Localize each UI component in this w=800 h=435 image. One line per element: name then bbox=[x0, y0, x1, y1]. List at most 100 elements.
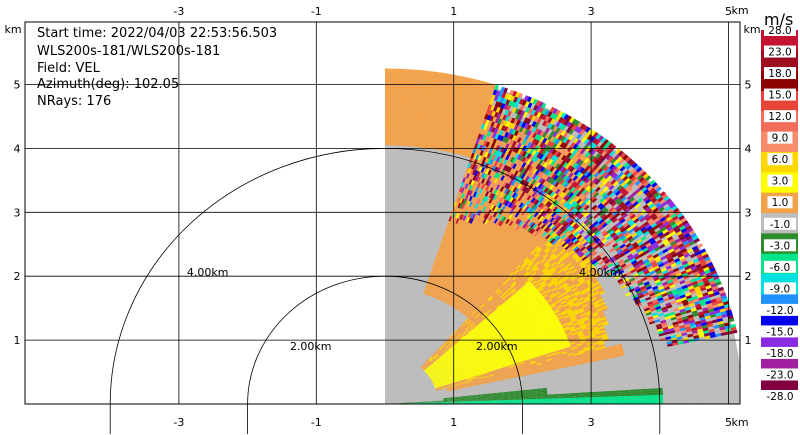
velocity-gate bbox=[453, 391, 459, 393]
velocity-gate bbox=[550, 324, 556, 329]
velocity-gate bbox=[574, 387, 581, 390]
velocity-gate bbox=[513, 388, 520, 390]
velocity-gate bbox=[618, 384, 624, 387]
velocity-gate bbox=[580, 395, 587, 398]
velocity-gate bbox=[421, 401, 427, 403]
velocity-gate bbox=[585, 385, 591, 388]
velocity-gate bbox=[724, 306, 732, 311]
velocity-gate bbox=[448, 394, 454, 396]
velocity-gate bbox=[578, 335, 585, 339]
velocity-gate bbox=[591, 398, 598, 401]
velocity-gate bbox=[468, 382, 474, 385]
velocity-gate bbox=[644, 370, 651, 374]
velocity-gate bbox=[533, 371, 539, 374]
velocity-gate bbox=[663, 272, 670, 277]
velocity-gate bbox=[451, 385, 458, 387]
velocity-gate bbox=[648, 303, 655, 308]
velocity-gate bbox=[514, 400, 521, 402]
velocity-gate bbox=[684, 292, 691, 297]
velocity-gate bbox=[646, 399, 653, 402]
velocity-gate bbox=[705, 300, 712, 305]
velocity-gate bbox=[517, 378, 524, 381]
velocity-gate bbox=[642, 290, 649, 295]
velocity-gate bbox=[598, 300, 605, 305]
velocity-gate bbox=[498, 369, 504, 372]
velocity-gate bbox=[514, 390, 520, 393]
velocity-gate bbox=[520, 398, 526, 400]
velocity-gate bbox=[669, 311, 676, 316]
velocity-gate bbox=[567, 352, 574, 356]
velocity-gate bbox=[708, 308, 715, 313]
velocity-gate bbox=[434, 384, 440, 387]
velocity-gate bbox=[534, 380, 541, 383]
velocity-gate bbox=[730, 326, 737, 331]
velocity-gate bbox=[466, 362, 472, 366]
velocity-gate bbox=[530, 388, 537, 391]
velocity-gate bbox=[432, 400, 438, 401]
velocity-gate bbox=[481, 391, 487, 393]
velocity-gate bbox=[690, 349, 697, 353]
velocity-gate bbox=[457, 368, 463, 372]
velocity-gate bbox=[595, 350, 602, 354]
velocity-gate bbox=[426, 398, 432, 400]
velocity-gate bbox=[628, 372, 634, 376]
velocity-gate bbox=[672, 372, 678, 376]
velocity-gate bbox=[481, 399, 488, 401]
velocity-gate bbox=[513, 347, 519, 351]
velocity-gate bbox=[711, 301, 718, 306]
velocity-gate bbox=[440, 385, 446, 388]
velocity-gate bbox=[579, 311, 586, 315]
velocity-gate bbox=[511, 374, 517, 377]
velocity-gate bbox=[525, 336, 532, 340]
velocity-gate bbox=[492, 368, 498, 371]
velocity-gate bbox=[597, 324, 604, 328]
velocity-gate bbox=[695, 385, 702, 389]
velocity-gate bbox=[486, 389, 492, 392]
velocity-gate bbox=[445, 383, 451, 386]
velocity-gate bbox=[549, 335, 556, 339]
velocity-gate bbox=[595, 375, 601, 378]
velocity-gate bbox=[634, 376, 640, 380]
velocity-gate bbox=[434, 383, 440, 386]
velocity-gate bbox=[489, 378, 496, 381]
velocity-gate bbox=[491, 366, 498, 369]
velocity-gate bbox=[492, 355, 499, 359]
velocity-gate bbox=[529, 360, 536, 363]
velocity-gate bbox=[578, 351, 585, 355]
velocity-gate bbox=[506, 376, 512, 379]
velocity-gate bbox=[474, 387, 481, 389]
velocity-gate bbox=[523, 358, 530, 361]
velocity-gate bbox=[567, 351, 573, 355]
velocity-gate bbox=[672, 321, 679, 326]
velocity-gate bbox=[542, 346, 548, 350]
velocity-gate bbox=[448, 394, 454, 397]
velocity-gate bbox=[509, 339, 515, 344]
velocity-gate bbox=[455, 377, 461, 381]
velocity-gate bbox=[596, 382, 602, 385]
velocity-gate bbox=[695, 383, 702, 386]
velocity-gate bbox=[597, 309, 604, 314]
velocity-gate bbox=[567, 378, 574, 382]
velocity-gate bbox=[399, 402, 405, 404]
velocity-gate bbox=[439, 383, 446, 386]
velocity-gate bbox=[611, 374, 618, 378]
velocity-gate bbox=[678, 255, 686, 261]
velocity-gate bbox=[694, 320, 701, 325]
velocity-gate bbox=[704, 256, 711, 262]
velocity-gate bbox=[572, 373, 579, 376]
velocity-gate bbox=[565, 367, 572, 371]
velocity-gate bbox=[579, 336, 586, 340]
velocity-gate bbox=[626, 362, 633, 366]
velocity-gate bbox=[514, 389, 520, 392]
velocity-gate bbox=[649, 370, 656, 373]
velocity-gate bbox=[599, 301, 606, 306]
velocity-gate bbox=[489, 377, 495, 380]
velocity-gate bbox=[510, 356, 517, 359]
velocity-gate bbox=[699, 284, 706, 289]
velocity-gate bbox=[569, 315, 576, 320]
velocity-gate bbox=[484, 381, 491, 384]
velocity-gate bbox=[641, 399, 647, 402]
velocity-gate bbox=[481, 370, 487, 374]
velocity-gate bbox=[559, 331, 566, 335]
velocity-gate bbox=[673, 347, 680, 351]
